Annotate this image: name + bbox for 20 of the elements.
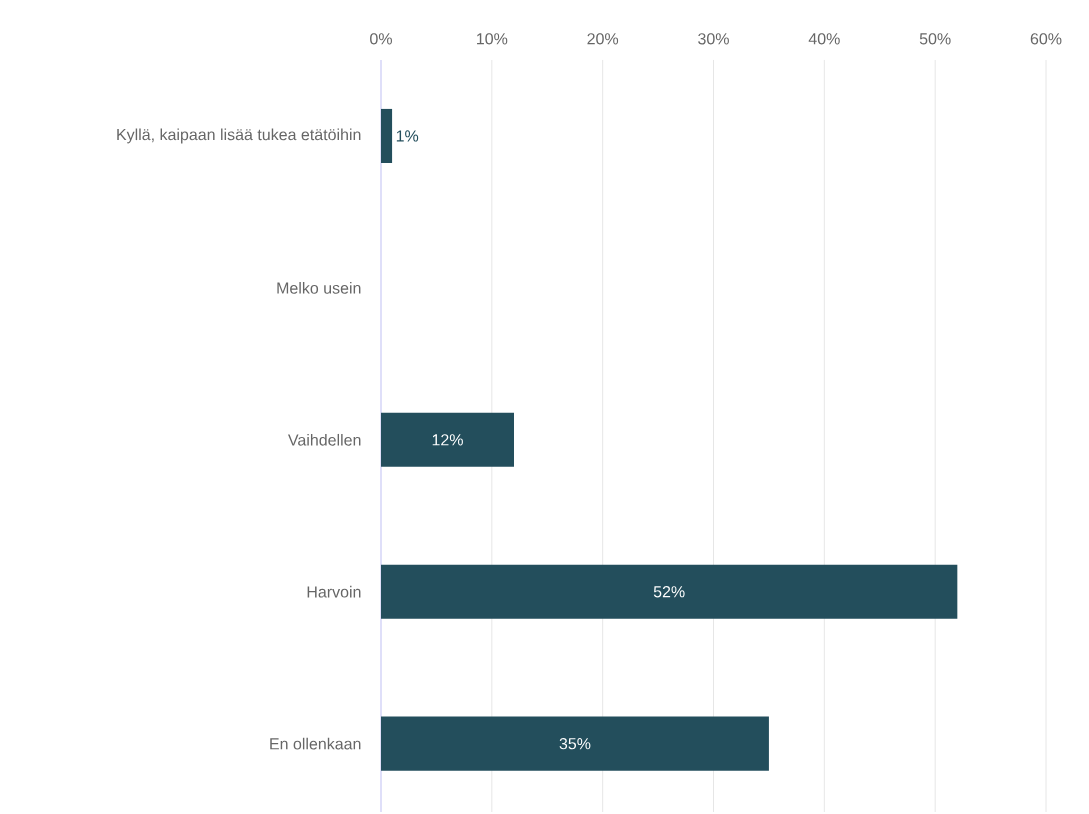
x-tick-label: 30% [698, 33, 729, 45]
bar [381, 412, 514, 467]
y-tick-label: Vaihdellen [287, 433, 361, 446]
y-tick-label: Kyllä, kaipaan lisää tukea etätöihin [117, 128, 361, 144]
x-tick-label: 20% [587, 33, 619, 45]
x-tick-label: 10% [477, 33, 508, 45]
y-tick-label: Melko usein [277, 282, 361, 294]
x-tick-label: 60% [1030, 33, 1062, 45]
data-label: 12% [432, 434, 463, 446]
data-label: 52% [653, 586, 685, 598]
bar [381, 564, 958, 619]
data-label: 35% [559, 737, 591, 750]
data-label: 1% [396, 130, 419, 142]
y-tick-label: En ollenkaan [270, 737, 361, 750]
y-tick-label: Harvoin [307, 585, 361, 598]
bar [381, 716, 769, 771]
x-tick-label: 0% [370, 33, 392, 45]
bar [381, 108, 393, 163]
x-tick-label: 50% [919, 33, 951, 45]
x-tick-label: 40% [808, 33, 840, 45]
